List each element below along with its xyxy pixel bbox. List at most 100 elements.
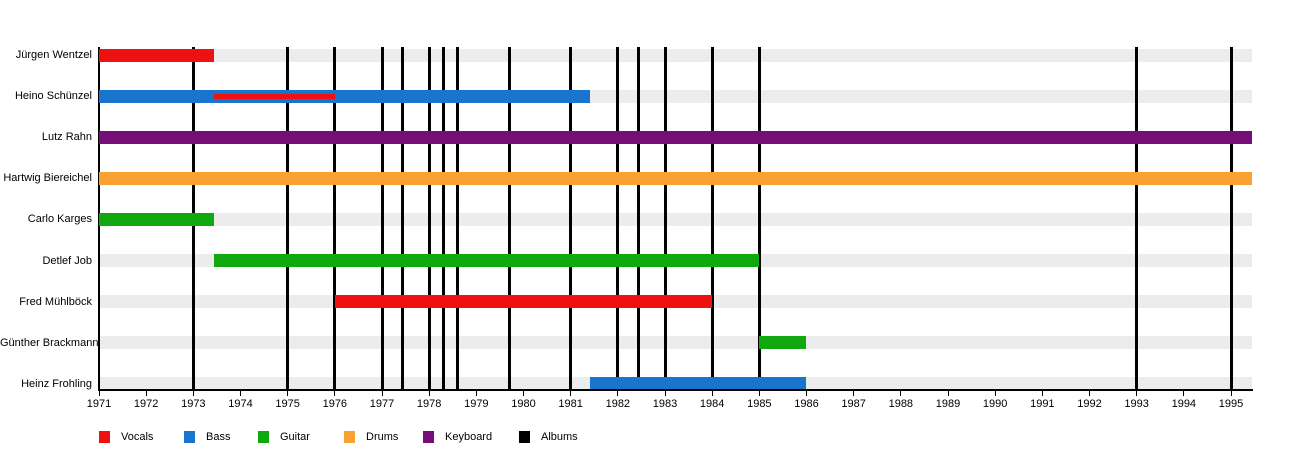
x-axis-tick xyxy=(523,391,524,396)
x-axis-tick xyxy=(947,391,949,396)
member-name-label: Hartwig Biereichel xyxy=(3,172,92,185)
x-axis-tick-label: 1971 xyxy=(86,398,112,410)
x-axis-tick xyxy=(475,391,477,396)
x-axis-tick xyxy=(1183,391,1185,396)
album-release-line xyxy=(333,47,337,391)
role-bar-vocals xyxy=(334,295,713,309)
legend-swatch-keyboard xyxy=(423,431,434,443)
album-release-line xyxy=(401,47,405,391)
x-axis-tick-label: 1977 xyxy=(369,398,395,410)
x-axis-tick xyxy=(617,391,619,396)
member-name-label: Günther Brackmann xyxy=(0,336,99,349)
x-axis-tick-label: 1972 xyxy=(133,398,159,410)
album-release-line xyxy=(663,47,667,391)
row-band xyxy=(99,48,1253,62)
x-axis-tick-label: 1994 xyxy=(1171,398,1197,410)
role-bar-keyboard xyxy=(99,130,1253,144)
member-name-label: Jürgen Wentzel xyxy=(15,49,92,61)
album-release-line xyxy=(616,47,620,391)
album-release-line xyxy=(441,47,445,391)
member-name-label: Fred Mühlböck xyxy=(19,295,92,308)
x-axis-tick xyxy=(570,391,572,396)
x-axis-tick-label: 1995 xyxy=(1218,398,1244,410)
member-name-label: Heino Schünzel xyxy=(14,90,92,103)
album-release-line xyxy=(380,47,384,391)
x-axis-tick-label: 1988 xyxy=(888,398,914,410)
member-name-label: Lutz Rahn xyxy=(41,131,92,144)
role-bar-bass xyxy=(99,89,590,103)
album-release-line xyxy=(1229,47,1233,391)
legend-item-drums: Drums xyxy=(344,431,454,445)
x-axis-tick xyxy=(994,391,996,396)
x-axis-tick-label: 1980 xyxy=(511,398,536,410)
legend-label: Albums xyxy=(541,431,578,443)
role-bar-drums xyxy=(99,171,1253,185)
x-axis-tick-label: 1992 xyxy=(1077,398,1102,410)
legend-swatch-drums xyxy=(344,431,355,443)
x-axis-tick xyxy=(711,391,713,396)
x-axis-tick xyxy=(758,391,760,396)
x-axis-tick xyxy=(145,391,147,396)
x-axis-tick-label: 1975 xyxy=(275,398,300,410)
x-axis-tick-label: 1979 xyxy=(464,398,489,410)
x-axis-tick-label: 1989 xyxy=(935,398,961,410)
x-axis-tick-label: 1990 xyxy=(982,398,1008,410)
x-axis-tick-label: 1993 xyxy=(1124,398,1149,410)
role-bar-guitar xyxy=(99,212,214,226)
x-axis-tick-label: 1991 xyxy=(1030,398,1055,410)
x-axis-tick-label: 1974 xyxy=(228,398,253,410)
role-bar-vocals xyxy=(99,48,214,62)
x-axis-tick xyxy=(98,391,100,396)
legend-label: Guitar xyxy=(280,431,310,443)
x-axis-tick xyxy=(240,391,241,396)
x-axis-tick xyxy=(1089,391,1090,396)
row-band xyxy=(99,336,1253,350)
x-axis-tick-label: 1985 xyxy=(747,398,772,410)
x-axis-tick xyxy=(428,391,430,396)
x-axis-tick xyxy=(900,391,902,396)
x-axis-tick-label: 1986 xyxy=(794,398,819,410)
x-axis-tick-label: 1987 xyxy=(841,398,866,410)
album-release-line xyxy=(636,47,640,391)
x-axis-tick xyxy=(1041,391,1043,396)
member-name-label: Detlef Job xyxy=(42,254,92,267)
x-axis-tick xyxy=(381,391,383,396)
row-band xyxy=(99,212,1253,226)
role-bar-guitar xyxy=(213,254,760,267)
legend-swatch-albums xyxy=(519,431,530,443)
legend-label: Bass xyxy=(206,431,231,443)
x-axis-tick-label: 1984 xyxy=(699,398,725,410)
legend-swatch-bass xyxy=(184,431,195,443)
x-axis-tick xyxy=(334,391,336,396)
x-axis-tick xyxy=(1230,391,1232,396)
role-bar-bass xyxy=(590,377,807,391)
album-release-line xyxy=(569,47,573,391)
legend-item-bass: Bass xyxy=(184,431,294,445)
x-axis-tick xyxy=(192,391,194,396)
x-axis-tick xyxy=(853,391,855,396)
x-axis-tick-label: 1981 xyxy=(558,398,583,410)
legend-label: Drums xyxy=(366,431,399,443)
x-axis-tick xyxy=(806,391,807,396)
album-release-line xyxy=(286,47,290,391)
x-axis-tick xyxy=(287,391,289,396)
x-axis-tick xyxy=(664,391,666,396)
x-axis-tick-label: 1983 xyxy=(652,398,678,410)
x-axis-tick-label: 1973 xyxy=(181,398,206,410)
legend-item-vocals: Vocals xyxy=(99,431,209,445)
legend-item-guitar: Guitar xyxy=(258,431,368,445)
x-axis-tick xyxy=(1136,391,1138,396)
member-name-label: Carlo Karges xyxy=(27,213,92,226)
album-release-line xyxy=(507,47,511,391)
role-bar-guitar xyxy=(759,336,807,350)
album-release-line xyxy=(455,47,459,391)
album-release-line xyxy=(427,47,431,391)
legend-item-keyboard: Keyboard xyxy=(423,431,533,445)
legend-swatch-guitar xyxy=(258,431,269,443)
member-name-label: Heinz Frohling xyxy=(21,377,92,390)
x-axis-tick-label: 1982 xyxy=(605,398,631,410)
